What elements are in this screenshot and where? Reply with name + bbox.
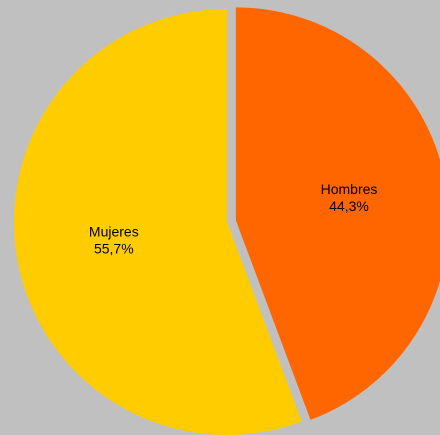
slice-label-mujeres: Mujeres <box>89 223 139 239</box>
pie-slice-hombres <box>235 7 440 420</box>
pie-slice-mujeres <box>14 9 302 435</box>
slice-value-label-hombres: 44,3% <box>329 198 369 214</box>
slice-label-hombres: Hombres <box>321 181 378 197</box>
slice-value-label-mujeres: 55,7% <box>94 240 134 256</box>
